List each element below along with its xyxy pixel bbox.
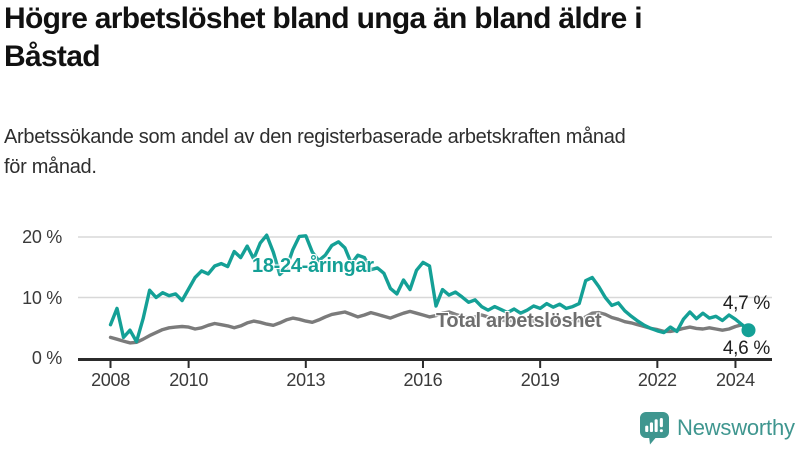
x-tick-label: 2016 — [403, 370, 443, 390]
x-tick-label: 2010 — [169, 370, 209, 390]
x-tick-label: 2024 — [716, 370, 755, 390]
chart-title-line-2: Båstad — [4, 40, 101, 73]
x-tick-label: 2022 — [637, 370, 677, 390]
chart-subtitle-line-1: Arbetssökande som andel av den registerb… — [4, 126, 626, 148]
chart-title: Högre arbetslöshet bland unga än bland ä… — [4, 0, 784, 76]
newsworthy-icon — [640, 412, 669, 445]
end-value-label-total: 4,7 % — [722, 293, 770, 314]
x-tick-label: 2008 — [91, 370, 130, 390]
series-end-dot — [741, 323, 756, 338]
y-tick-label: 0 % — [31, 348, 62, 368]
series-label-young: 18-24-åringar — [252, 255, 374, 277]
newsworthy-logo: Newsworthy — [639, 411, 795, 445]
x-tick-label: 2019 — [520, 370, 560, 390]
y-tick-label: 20 % — [22, 227, 62, 247]
series-label-total: Total arbetslöshet — [436, 310, 602, 332]
end-value-label-young: 4,6 % — [722, 338, 770, 359]
x-tick-label: 2013 — [286, 370, 326, 390]
chart-subtitle: Arbetssökande som andel av den registerb… — [4, 122, 788, 182]
y-tick-label: 10 % — [22, 287, 62, 308]
series-line — [108, 233, 751, 344]
newsworthy-wordmark: Newsworthy — [677, 415, 795, 440]
chart-subtitle-line-2: för månad. — [4, 156, 97, 178]
chart-title-line-1: Högre arbetslöshet bland unga än bland ä… — [4, 2, 643, 35]
series-line — [108, 309, 751, 345]
